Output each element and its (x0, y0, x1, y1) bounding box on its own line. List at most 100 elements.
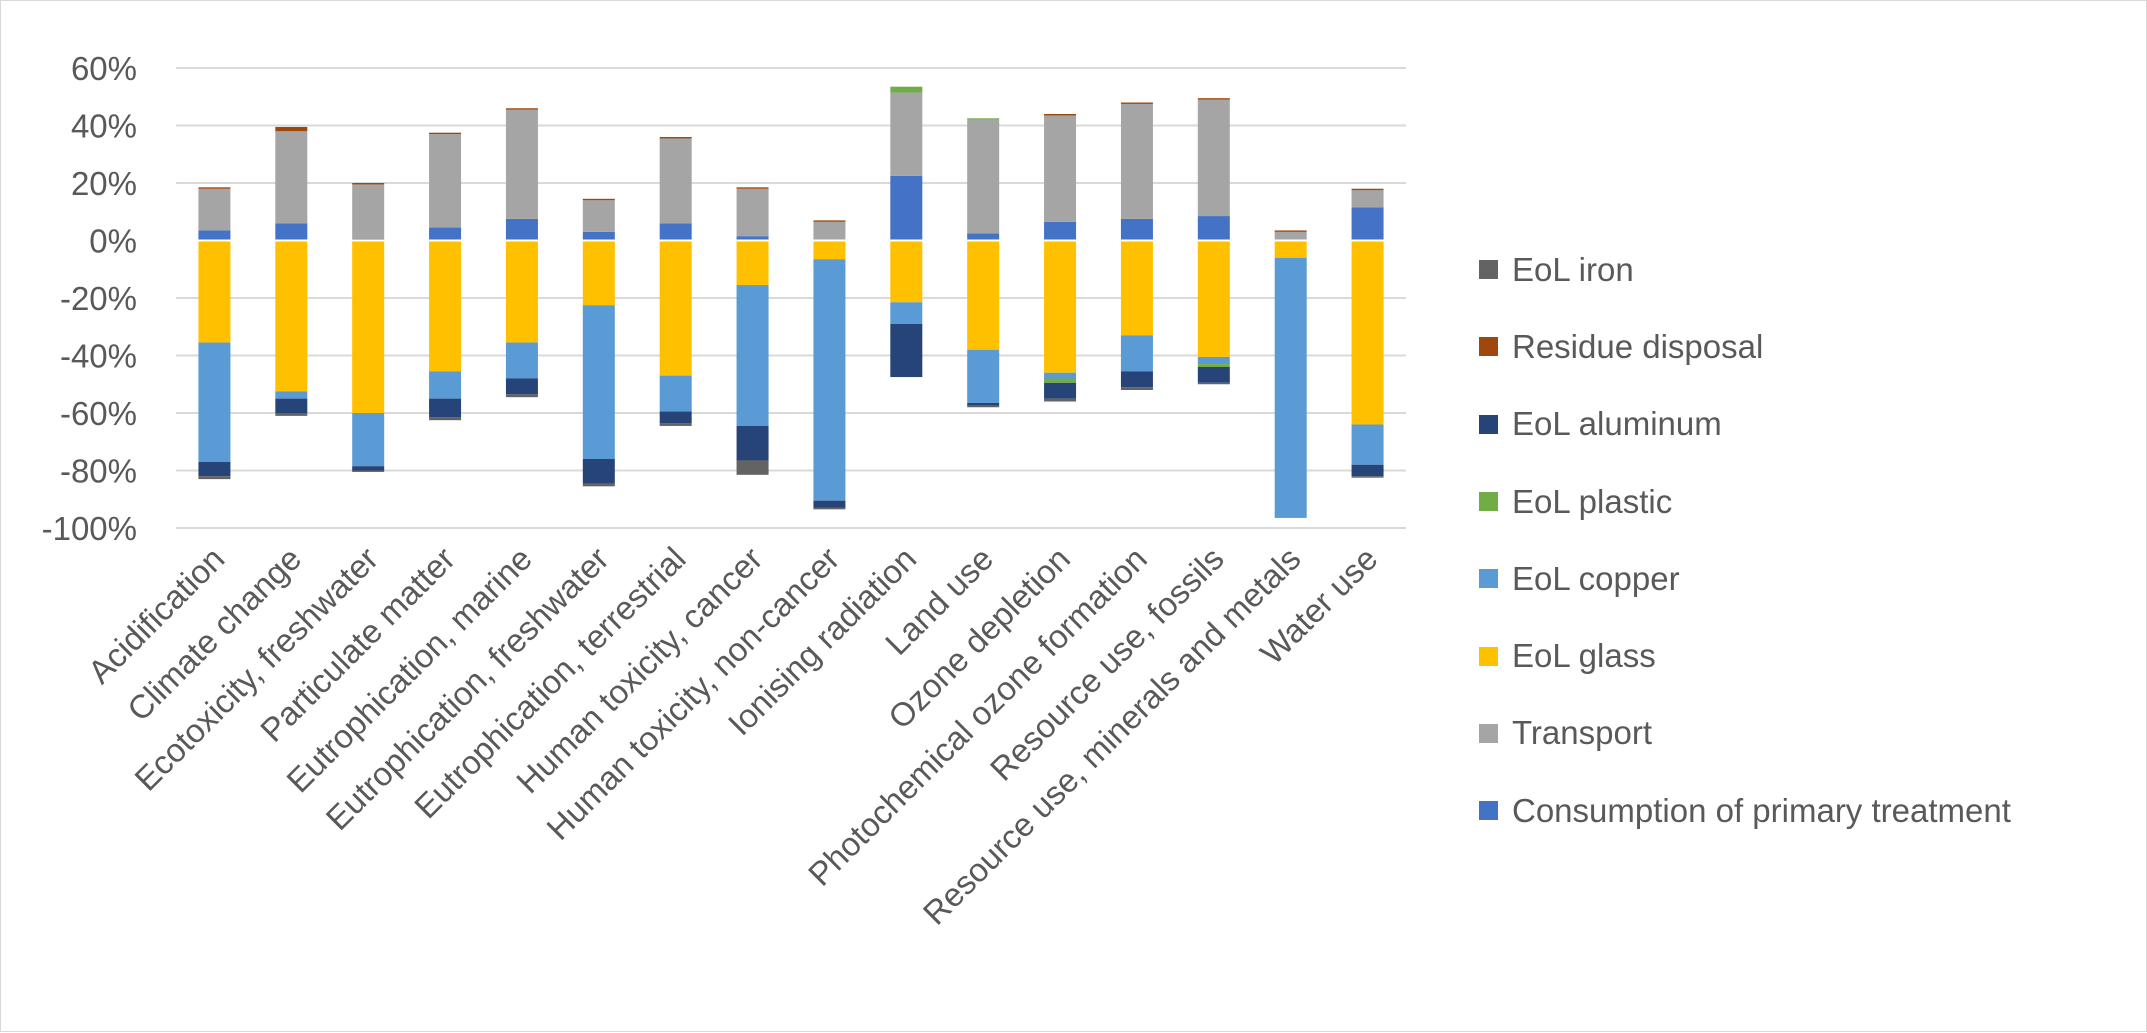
bar-segment (659, 423, 692, 426)
y-tick-label: 60% (71, 50, 137, 87)
bar-segment (1197, 240, 1230, 357)
bar-segment (890, 86, 923, 93)
bar-segment (582, 231, 615, 241)
bar-segment (967, 240, 1000, 350)
bar-segment (352, 240, 385, 413)
bar-segment (1120, 335, 1153, 372)
bar-stack (1120, 102, 1153, 390)
legend-swatch (1479, 569, 1498, 589)
bar-segment (352, 470, 385, 472)
bar-segment (659, 137, 692, 139)
legend-swatch (1479, 492, 1498, 512)
bar-segment (1044, 382, 1077, 399)
bar-stack (505, 108, 538, 398)
bar-segment (1197, 98, 1230, 100)
bar-segment (736, 188, 769, 237)
bar-stack (1197, 98, 1230, 385)
bar-segment (1274, 240, 1307, 258)
bar-segment (813, 259, 846, 501)
bar-segment (582, 459, 615, 484)
bar-segment (505, 240, 538, 343)
bar-segment (659, 375, 692, 412)
bar-segment (659, 411, 692, 424)
bar-segment (275, 131, 308, 224)
bar-segment (352, 466, 385, 471)
bar-segment (352, 183, 385, 185)
bar-segment (275, 398, 308, 413)
bar-segment (967, 118, 1000, 120)
bar-segment (1044, 398, 1077, 402)
bar-segment (275, 126, 308, 132)
bar-segment (890, 92, 923, 176)
bar-segment (1197, 216, 1230, 241)
legend-item: EoL copper (1479, 540, 2139, 617)
legend-label: EoL copper (1512, 559, 1680, 597)
bar-segment (1044, 378, 1077, 383)
bar-segment (1044, 114, 1077, 116)
bar-segment (1197, 99, 1230, 217)
bar-segment (505, 394, 538, 398)
bar-segment (1274, 231, 1307, 241)
y-axis-tick-labels: 60% 40% 20% 0% -20% -40% -60% -80% -100% (42, 50, 137, 547)
bar-segment (1351, 240, 1384, 425)
bar-stack (429, 132, 462, 421)
legend-swatch (1479, 801, 1498, 821)
bar-segment (582, 305, 615, 459)
bar-segment (1197, 356, 1230, 365)
bar-segment (1120, 102, 1153, 104)
bar-segment (352, 184, 385, 240)
legend-swatch (1479, 337, 1498, 357)
bar-segment (198, 342, 231, 462)
y-tick-label: 0% (89, 223, 137, 260)
bar-segment (813, 507, 846, 510)
bar-stack (813, 220, 846, 510)
legend-item: EoL plastic (1479, 463, 2139, 540)
bar-segment (1044, 221, 1077, 241)
legend-swatch (1479, 723, 1498, 743)
bar-segment (1274, 257, 1307, 518)
legend-label: EoL plastic (1512, 482, 1673, 520)
bar-segment (198, 230, 231, 241)
bar-segment (659, 240, 692, 376)
bar-segment (813, 221, 846, 241)
y-tick-label: 20% (71, 165, 137, 202)
bar-stack (967, 118, 1000, 408)
bar-segment (1351, 188, 1384, 191)
bars (176, 86, 1406, 518)
bar-segment (1351, 190, 1384, 208)
bar-segment (582, 198, 615, 201)
bar-segment (890, 323, 923, 378)
bar-segment (967, 119, 1000, 234)
bar-segment (1044, 115, 1077, 222)
bar-segment (198, 240, 231, 343)
bar-segment (429, 134, 462, 228)
bar-stack (352, 183, 385, 472)
legend-label: EoL aluminum (1512, 405, 1722, 443)
bar-stack (1351, 188, 1384, 478)
bar-segment (1120, 371, 1153, 388)
bar-segment (1351, 464, 1384, 477)
y-tick-label: -100% (42, 510, 137, 547)
bar-segment (505, 109, 538, 219)
bar-stack (275, 126, 308, 416)
bar-segment (967, 349, 1000, 403)
y-tick-label: -80% (60, 453, 137, 490)
legend-item: EoL glass (1479, 617, 2139, 694)
bar-segment (198, 476, 231, 480)
bar-segment (890, 175, 923, 241)
bar-segment (505, 108, 538, 110)
bar-segment (967, 402, 1000, 406)
bar-segment (736, 285, 769, 426)
bar-segment (198, 187, 231, 189)
bar-segment (967, 233, 1000, 241)
legend-item: Consumption of primary treatment (1479, 772, 2139, 849)
bar-segment (429, 398, 462, 418)
bar-segment (1274, 230, 1307, 232)
bar-segment (275, 391, 308, 399)
bar-segment (659, 138, 692, 224)
bar-segment (198, 461, 231, 477)
bar-segment (582, 483, 615, 487)
bar-segment (429, 132, 462, 135)
bar-segment (1197, 382, 1230, 385)
